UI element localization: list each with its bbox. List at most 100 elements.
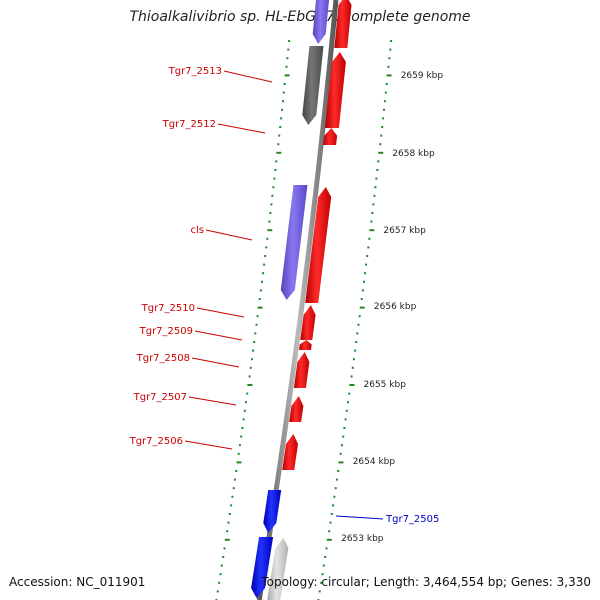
gc-tick [380,134,383,137]
gc-tick [258,298,261,300]
gc-tick [257,306,263,309]
gc-tick [376,169,379,171]
gene-tgr7-2506[interactable] [282,434,298,470]
gc-tick [369,229,375,232]
gc-tick [223,547,226,550]
gc-tick [360,298,363,300]
gene-tgr7-2505[interactable] [263,490,282,533]
gc-tick [385,83,388,85]
gc-tick [372,203,375,206]
gc-tick [287,48,290,51]
gc-tick [250,358,253,361]
gc-tick [286,57,289,60]
gene-label[interactable]: Tgr7_2512 [162,119,216,130]
scale-label: 2654 kbp [353,457,396,467]
gene-tgr7-2508[interactable] [293,352,310,388]
gc-tick [280,117,283,120]
scale-label: 2657 kbp [383,226,426,236]
gc-tick [263,263,266,266]
gc-tick [345,409,348,412]
gc-tick [366,255,369,257]
gene-reverse-gray[interactable] [302,46,324,125]
scale-label: 2655 kbp [364,380,407,390]
gene-forward[interactable] [334,0,352,48]
gene-label[interactable]: Tgr7_2508 [136,353,190,364]
gc-tick [270,203,273,206]
gene-label[interactable]: Tgr7_2509 [139,326,193,337]
accession-text: Accession: NC_011901 [9,575,146,589]
gc-tick [390,40,393,42]
gc-tick [334,487,337,490]
gc-tick [222,556,225,558]
label-leader-line [194,330,243,341]
gene-label[interactable]: Tgr7_2513 [168,66,222,77]
gc-tick [359,306,365,309]
gc-tick [322,564,325,567]
gc-tick [230,504,233,507]
gc-tick [363,280,365,283]
gc-tick [288,40,291,42]
gc-tick [276,151,282,154]
gene-label[interactable]: Tgr7_2510 [141,303,195,314]
gene-reverse-cls-neighbor[interactable] [280,185,308,300]
gc-tick [267,229,273,232]
gc-tick [231,495,234,498]
gc-tick [358,315,361,318]
gene-tgr7-2509[interactable] [299,340,312,350]
gene-label[interactable]: cls [191,225,205,236]
scale-label: 2656 kbp [374,302,417,312]
gc-tick [227,521,230,524]
gc-tick [278,134,281,137]
gene-forward-gray[interactable] [267,538,289,600]
gene-tgr7-2510[interactable] [300,305,316,340]
gc-tick [383,108,385,111]
gc-tick [235,470,238,472]
gc-tick [333,495,336,498]
gc-tick [332,504,335,507]
gc-tick [365,263,368,266]
gc-tick [282,91,285,94]
gc-tick [354,349,357,352]
gc-tick [242,418,245,421]
gc-tick [326,538,332,541]
label-leader-line [196,307,245,318]
gc-tick [281,100,284,103]
gc-tick [388,57,391,60]
gc-tick [387,65,390,68]
gene-reverse[interactable] [312,0,330,44]
gc-tick [281,108,283,111]
gc-tick [335,478,338,481]
gene-label[interactable]: Tgr7_2505 [385,514,439,525]
gc-tick [324,556,327,558]
gc-tick [381,126,384,128]
gc-tick [224,538,230,541]
gc-tick [261,280,263,283]
gc-tick [377,160,380,163]
gc-tick [389,48,392,51]
label-leader-line [223,70,273,83]
gc-tick [218,581,221,584]
gc-tick [226,530,229,533]
gc-tick [339,452,342,455]
gene-label[interactable]: Tgr7_2507 [133,392,187,403]
gc-tick [320,581,323,584]
gc-tick [375,177,378,180]
gc-tick [237,452,240,455]
gene-label[interactable]: Tgr7_2506 [129,436,183,447]
gc-tick [318,590,321,593]
label-leader-line [184,440,233,450]
gc-tick [330,513,333,515]
gene-tgr7-2507[interactable] [289,396,304,422]
gene-tgr7-2512[interactable] [323,128,338,145]
gc-tick [351,366,354,369]
gc-tick [352,358,355,361]
gc-tick [368,237,371,240]
gc-tick [273,177,276,180]
gene-reverse-blue[interactable] [251,537,274,598]
gc-tick [337,470,340,472]
gene-tgr7-2513[interactable] [324,52,346,128]
gc-tick [383,100,386,103]
gc-tick [338,461,344,464]
gene-cls[interactable] [305,187,332,303]
gc-tick [349,384,355,386]
